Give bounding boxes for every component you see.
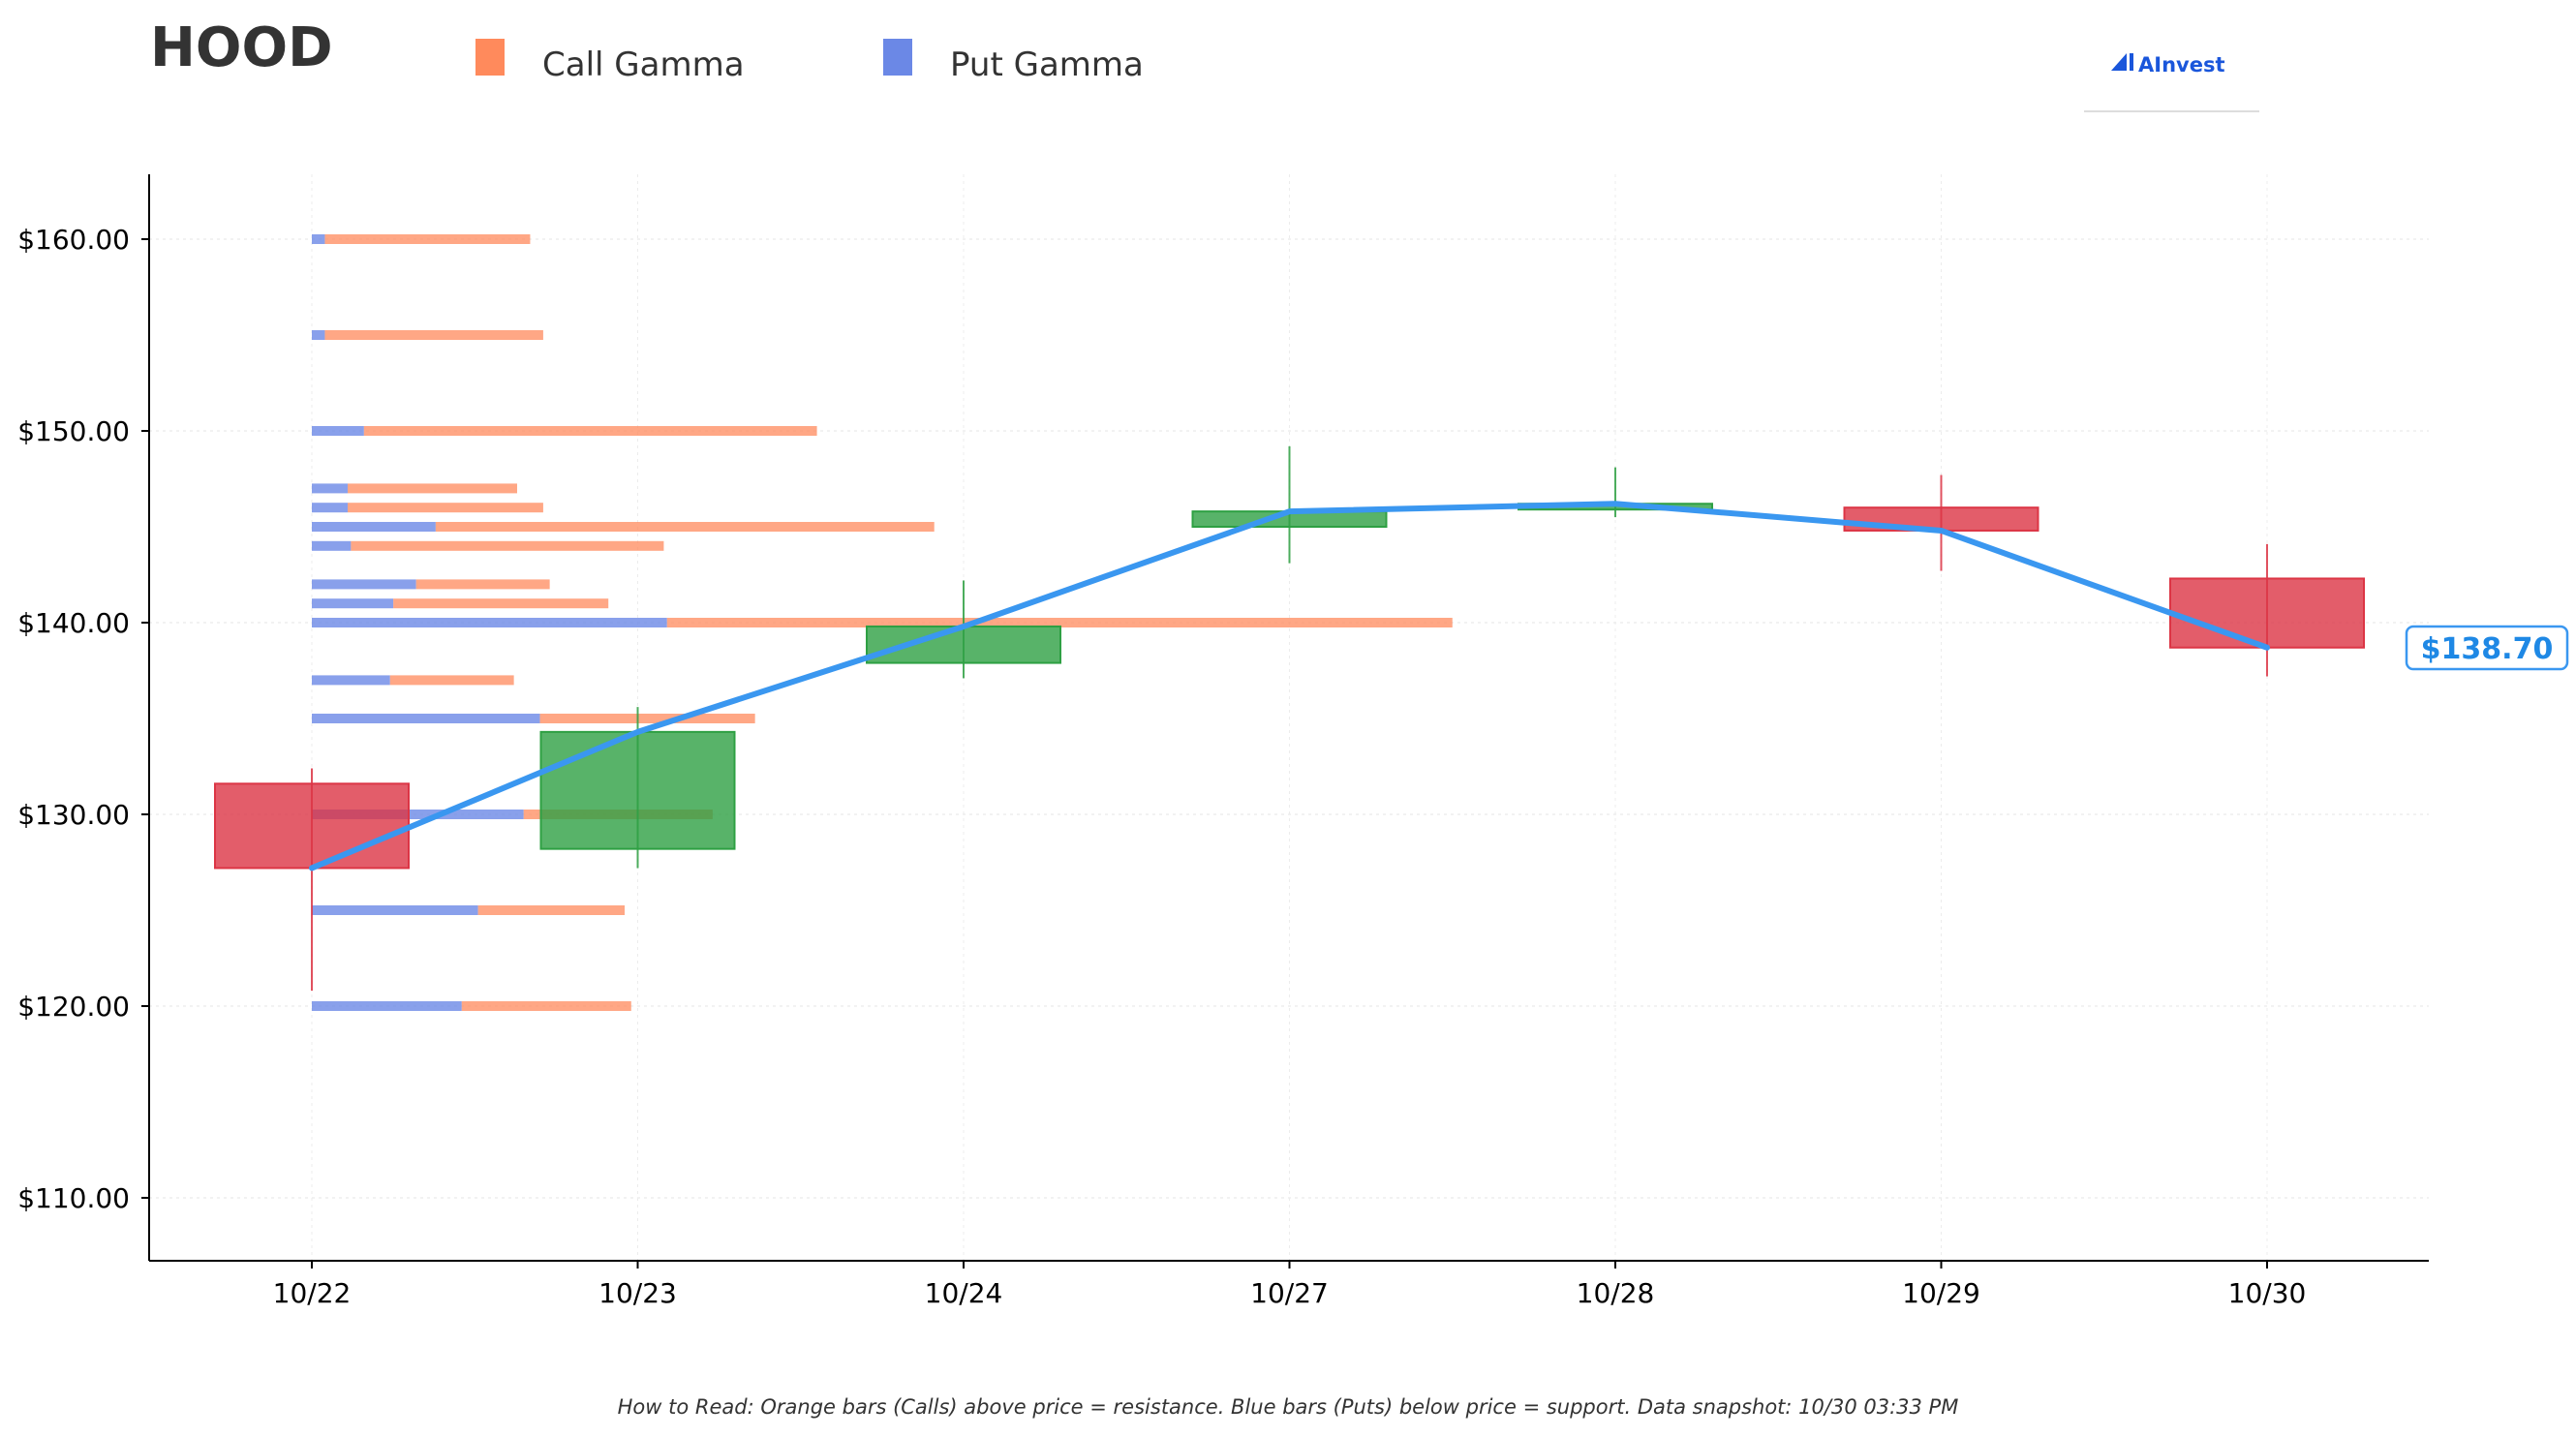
x-tick-label-1: 10/23 (598, 1277, 677, 1309)
y-tick-label-1: $120.00 (17, 991, 130, 1023)
last-price-tag-box (2405, 625, 2569, 671)
call-gamma-bar-145 (435, 522, 935, 532)
put-gamma-bar-160 (312, 234, 325, 244)
put-gamma-bar-137 (312, 675, 390, 686)
call-gamma-bar-150 (363, 426, 817, 436)
put-gamma-bar-155 (312, 330, 325, 340)
last-price-label: $138.70 (2421, 632, 2554, 666)
put-gamma-bar-144 (312, 540, 352, 551)
put-gamma-bar-141 (312, 598, 394, 609)
price-line (309, 501, 2270, 871)
put-gamma-bar-142 (312, 579, 416, 590)
x-ticks: 10/22 10/23 10/24 10/27 10/28 10/29 10/30 (273, 1261, 2307, 1309)
legend-label-put: Put Gamma (950, 46, 1144, 84)
logo-text: AInvest (2138, 53, 2225, 76)
y-tick-label-3: $140.00 (17, 607, 130, 639)
call-gamma-bar-135 (539, 714, 755, 723)
x-tick-label-4: 10/28 (1577, 1277, 1655, 1309)
put-gamma-bar-130 (312, 810, 524, 819)
price-line-layer (309, 501, 2270, 871)
candle-body-2 (866, 625, 1061, 664)
put-gamma-bar-125 (312, 905, 478, 915)
call-gamma-bar-137 (389, 675, 514, 686)
y-ticks: $110.00 $120.00 $130.00 $140.00 $150.00 $160.… (17, 224, 149, 1214)
y-tick-label-2: $130.00 (17, 799, 130, 831)
ticker-title: HOOD (150, 16, 333, 79)
legend-swatch-call (475, 39, 505, 76)
footer-note: How to Read: Orange bars (Calls) above p… (618, 1395, 1959, 1419)
call-gamma-bar-147 (348, 483, 517, 494)
ainvest-logo: AInvest (2084, 53, 2259, 112)
gamma-bars (312, 234, 1453, 1011)
legend-label-call: Call Gamma (542, 46, 745, 84)
legend: Call Gamma Put Gamma (475, 39, 1144, 84)
call-gamma-bar-125 (477, 905, 626, 915)
call-gamma-bar-120 (461, 1001, 631, 1011)
put-gamma-bar-135 (312, 714, 540, 723)
candle-body-1 (539, 730, 736, 850)
x-tick-label-6: 10/30 (2228, 1277, 2307, 1309)
x-tick-label-5: 10/29 (1902, 1277, 1980, 1309)
candle-body-6 (2169, 577, 2365, 649)
put-gamma-bar-150 (312, 426, 364, 436)
put-gamma-bar-147 (312, 483, 349, 494)
call-gamma-bar-144 (351, 540, 664, 551)
call-gamma-bar-155 (324, 330, 543, 340)
x-tick-label-3: 10/27 (1250, 1277, 1329, 1309)
candle-body-0 (214, 782, 410, 870)
last-price-tag: $138.70 (2405, 625, 2569, 671)
y-tick-label-0: $110.00 (17, 1182, 130, 1214)
call-gamma-bar-160 (324, 234, 531, 244)
x-tick-label-0: 10/22 (273, 1277, 352, 1309)
ainvest-chart-icon (2111, 53, 2133, 71)
put-gamma-bar-140 (312, 618, 667, 627)
call-gamma-bar-141 (393, 598, 609, 609)
legend-swatch-put (883, 39, 912, 76)
put-gamma-bar-145 (312, 522, 436, 532)
call-gamma-bar-146 (348, 503, 543, 513)
call-gamma-bar-140 (666, 618, 1453, 627)
y-tick-label-4: $150.00 (17, 415, 130, 447)
x-tick-label-2: 10/24 (925, 1277, 1003, 1309)
call-gamma-bar-142 (415, 579, 550, 590)
put-gamma-bar-146 (312, 503, 349, 513)
put-gamma-bar-120 (312, 1001, 462, 1011)
y-tick-label-5: $160.00 (17, 224, 130, 256)
